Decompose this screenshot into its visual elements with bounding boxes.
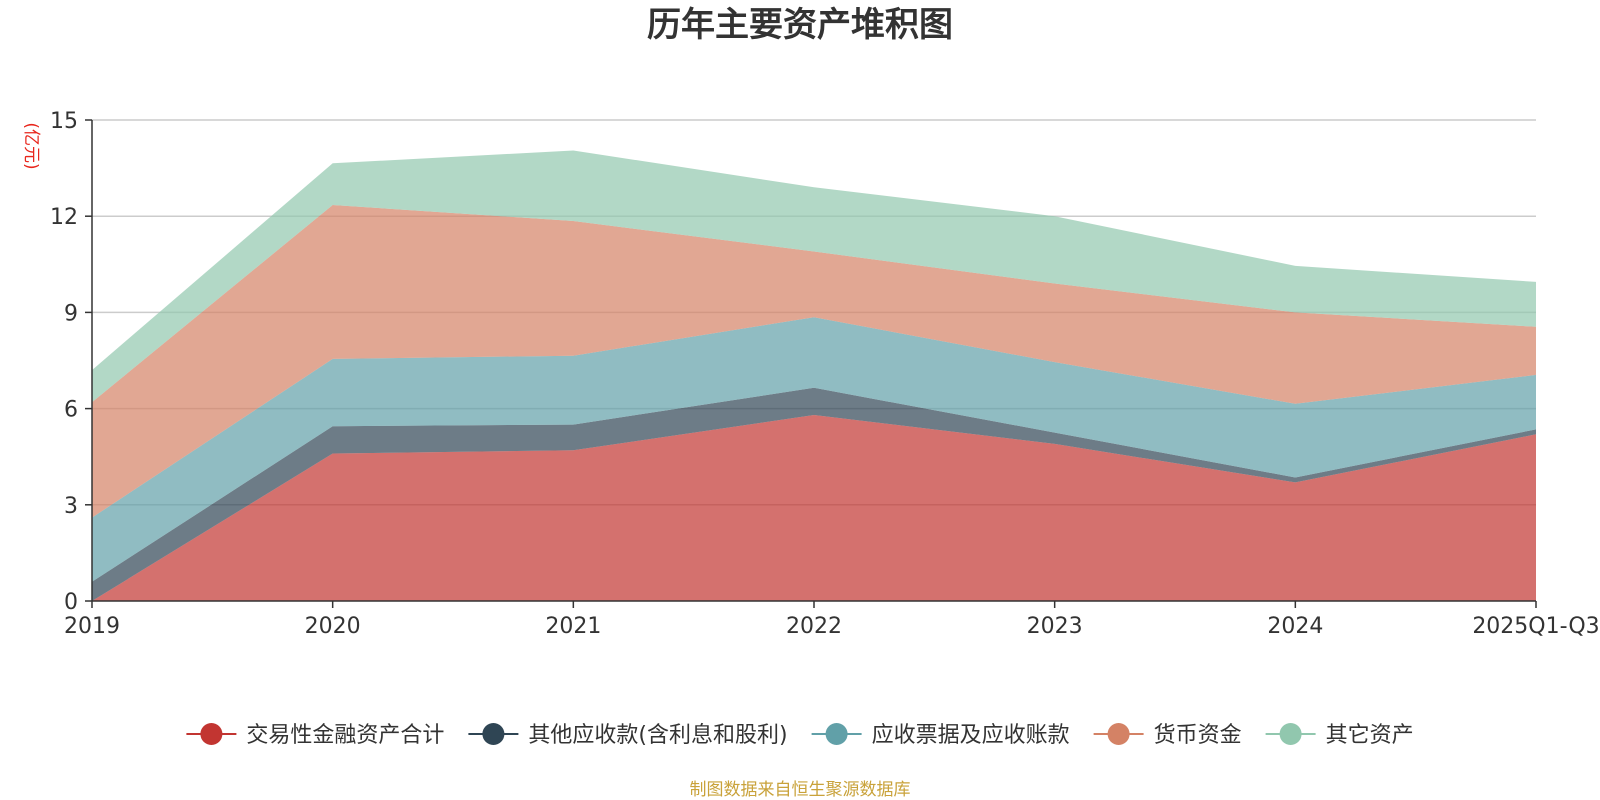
legend-item[interactable]: 应收票据及应收账款 [811, 723, 1070, 748]
x-tick-label: 2023 [1027, 614, 1083, 639]
y-tick-label: 6 [64, 398, 78, 423]
area-series [92, 150, 1536, 601]
legend-item[interactable]: 其他应收款(含利息和股利) [468, 723, 788, 748]
legend-marker-icon [200, 723, 223, 745]
area-3 [92, 205, 1536, 518]
legend-item[interactable]: 货币资金 [1093, 723, 1242, 748]
y-tick-label: 9 [64, 301, 78, 326]
legend: 交易性金融资产合计 其他应收款(含利息和股利) 应收票据及应收账款 货币资金 其它资产 [186, 723, 1414, 748]
area-0 [92, 415, 1536, 601]
legend-item[interactable]: 其它资产 [1265, 723, 1414, 748]
x-tick-label: 2020 [305, 614, 361, 639]
legend-marker-icon [482, 723, 505, 745]
x-tick-label: 2025Q1-Q3 [1472, 614, 1599, 639]
legend-marker-icon [1107, 723, 1130, 745]
legend-label: 货币资金 [1154, 723, 1242, 748]
y-axis-unit-label: (亿元) [21, 122, 41, 169]
x-tick-label: 2019 [64, 614, 120, 639]
y-tick-label: 12 [50, 205, 78, 230]
legend-label: 应收票据及应收账款 [872, 723, 1070, 748]
data-source-note: 制图数据来自恒生聚源数据库 [690, 780, 911, 800]
y-axis-ticks: 0 3 6 9 12 15 [50, 109, 92, 615]
y-tick-label: 0 [64, 590, 78, 615]
x-tick-label: 2021 [545, 614, 601, 639]
legend-item[interactable]: 交易性金融资产合计 [186, 723, 444, 748]
chart-title: 历年主要资产堆积图 [647, 5, 953, 45]
legend-marker-icon [1279, 723, 1302, 745]
legend-label: 其他应收款(含利息和股利) [528, 723, 787, 748]
legend-label: 交易性金融资产合计 [246, 723, 444, 748]
legend-marker-icon [825, 723, 848, 745]
y-tick-label: 15 [50, 109, 78, 134]
x-axis-ticks: 2019 2020 2021 2022 2023 2024 2025Q1-Q3 [64, 601, 1600, 639]
x-tick-label: 2022 [786, 614, 842, 639]
legend-label: 其它资产 [1326, 723, 1414, 748]
area-4 [92, 150, 1536, 403]
area-1 [92, 387, 1536, 601]
area-2 [92, 317, 1536, 582]
x-tick-label: 2024 [1267, 614, 1323, 639]
y-tick-label: 3 [64, 494, 78, 519]
